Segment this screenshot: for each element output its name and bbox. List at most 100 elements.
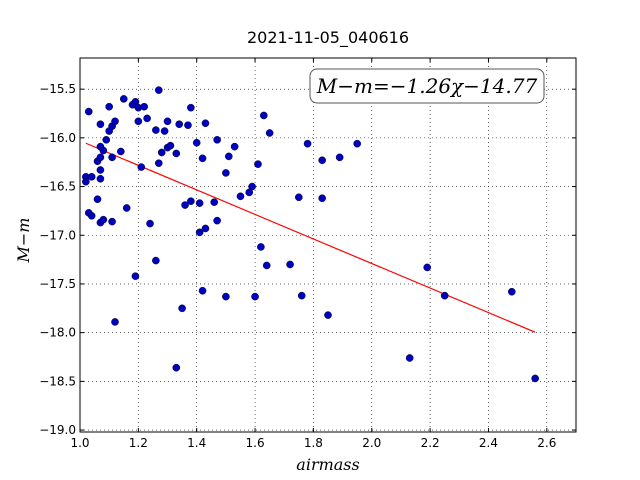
data-point <box>405 354 414 362</box>
x-tick-label: 1.4 <box>187 436 206 450</box>
data-point <box>213 216 221 225</box>
data-point <box>257 243 265 251</box>
axis-ticks <box>79 58 576 432</box>
x-tick-label: 1.6 <box>246 436 265 450</box>
plot-area-frame <box>79 57 577 433</box>
data-point <box>84 107 93 116</box>
data-point <box>111 117 119 126</box>
data-point <box>111 318 119 326</box>
data-point <box>195 228 204 237</box>
data-point <box>251 292 259 301</box>
data-point <box>154 86 163 94</box>
data-point <box>210 198 219 206</box>
data-point <box>178 304 186 313</box>
data-point <box>324 311 332 319</box>
data-point <box>195 199 204 207</box>
data-point <box>122 204 131 212</box>
data-point <box>222 169 230 177</box>
data-point <box>318 156 326 165</box>
y-tick-label: −18.0 <box>39 326 76 340</box>
data-point <box>508 287 516 296</box>
annotation-box <box>309 68 545 104</box>
data-points <box>82 86 539 383</box>
data-point <box>236 192 245 201</box>
x-tick-label: 2.6 <box>537 436 556 450</box>
data-point <box>105 102 113 111</box>
data-point <box>87 173 96 181</box>
chart-title: 2021-11-05_040616 <box>247 28 409 48</box>
data-point <box>87 211 96 220</box>
data-point <box>172 363 181 372</box>
data-point <box>154 159 163 167</box>
data-point <box>108 153 116 162</box>
data-point <box>93 195 102 204</box>
data-point <box>146 219 154 228</box>
x-tick-label: 2.0 <box>362 436 381 450</box>
data-point <box>187 197 195 205</box>
x-tick-label: 2.4 <box>479 436 498 450</box>
data-point <box>117 147 125 156</box>
data-point <box>181 201 189 209</box>
data-point <box>201 119 210 128</box>
data-point <box>260 111 268 120</box>
data-point <box>99 146 108 155</box>
data-point <box>531 374 539 383</box>
x-tick-labels: 1.0 1.2 1.4 1.6 1.8 2.0 2.2 2.4 2.6 <box>70 436 556 450</box>
data-point <box>163 117 172 126</box>
data-point <box>143 114 151 123</box>
data-point <box>303 139 312 148</box>
data-point <box>99 215 108 224</box>
y-axis-label: M−m <box>14 218 33 264</box>
y-tick-label: −18.5 <box>39 374 76 388</box>
y-tick-label: −16.5 <box>39 180 76 194</box>
data-point <box>108 217 116 226</box>
data-point <box>119 95 128 103</box>
data-point <box>96 120 105 129</box>
x-axis-label: airmass <box>296 455 359 474</box>
y-tick-label: −15.5 <box>39 82 76 96</box>
data-point <box>82 177 90 186</box>
data-point <box>134 117 143 126</box>
y-tick-labels: −15.5 −16.0 −16.5 −17.0 −17.5 −18.0 −18.5 −19.0 <box>39 82 76 437</box>
data-point <box>166 141 175 150</box>
data-point <box>230 142 239 151</box>
data-point <box>187 103 195 112</box>
data-point <box>175 120 183 129</box>
data-point <box>96 174 105 183</box>
data-point <box>423 263 432 272</box>
data-point <box>224 152 233 161</box>
y-tick-label: −17.0 <box>39 228 76 242</box>
data-point <box>192 138 201 147</box>
data-point <box>96 153 105 162</box>
data-point <box>318 194 326 203</box>
fit-annotation: M−m=−1.26χ−14.77 <box>309 68 545 104</box>
data-point <box>172 149 181 158</box>
data-point <box>198 286 207 295</box>
data-point <box>140 102 148 111</box>
data-point <box>248 182 256 191</box>
x-tick-label: 1.2 <box>129 436 148 450</box>
x-tick-label: 1.0 <box>70 436 89 450</box>
data-point <box>353 139 361 148</box>
data-point <box>198 154 207 163</box>
data-point <box>222 292 230 301</box>
fit-line-group <box>85 142 536 333</box>
fit-line <box>85 142 536 333</box>
y-tick-label: −16.0 <box>39 131 76 145</box>
fit-equation: M−m=−1.26χ−14.77 <box>316 74 538 98</box>
data-point <box>265 129 274 137</box>
data-point <box>213 136 221 144</box>
data-point <box>152 256 160 265</box>
x-tick-label: 2.2 <box>421 436 440 450</box>
data-point <box>131 272 140 280</box>
data-point <box>297 291 306 300</box>
data-point <box>157 148 166 157</box>
data-point <box>440 291 449 300</box>
y-tick-label: −19.0 <box>39 423 76 437</box>
data-point <box>160 127 169 135</box>
data-point <box>254 160 262 168</box>
y-tick-label: −17.5 <box>39 277 76 291</box>
data-point <box>137 163 146 171</box>
data-point <box>152 126 160 134</box>
